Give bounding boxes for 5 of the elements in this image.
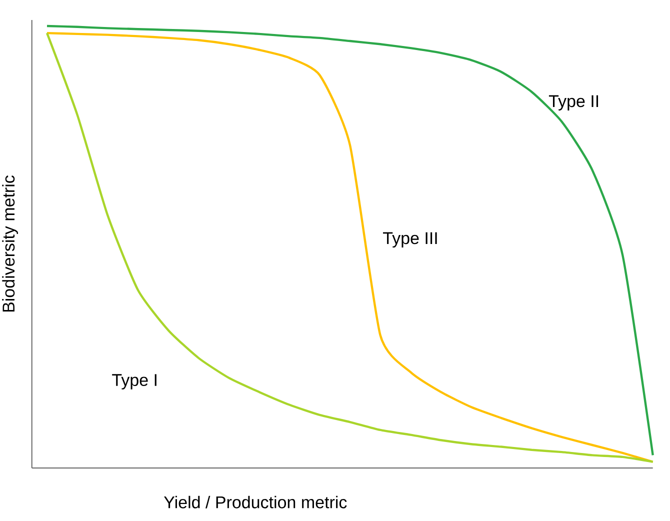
x-axis-title: Yield / Production metric [164, 496, 347, 508]
series-label: Type III [383, 232, 437, 248]
series-label: Type II [548, 95, 598, 111]
text: Type I [112, 374, 156, 390]
y-axis-title: Biodiversity metric [2, 176, 18, 312]
